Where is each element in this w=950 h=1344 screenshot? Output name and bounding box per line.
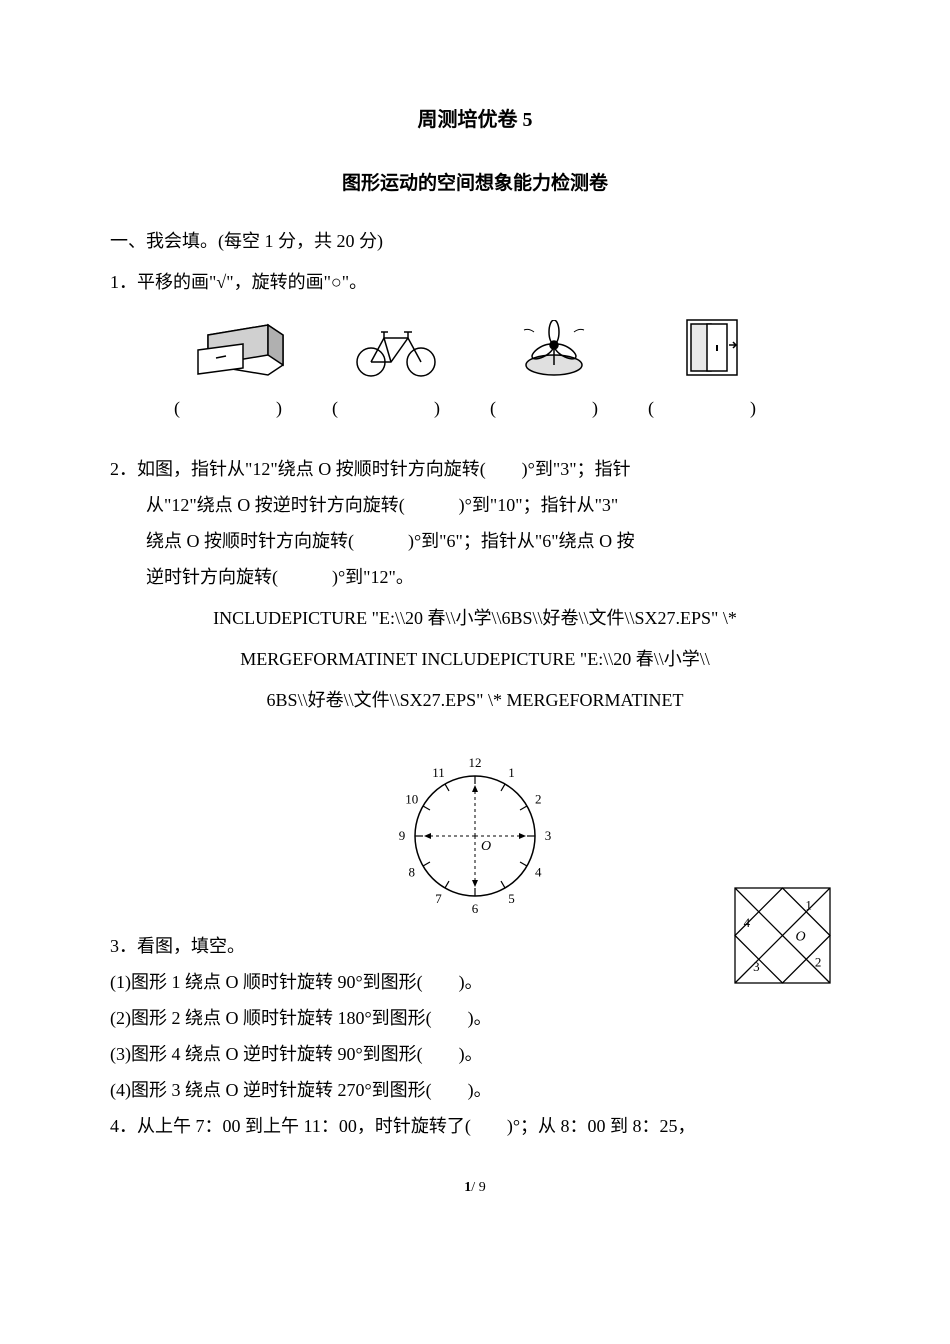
svg-text:3: 3 bbox=[545, 828, 552, 843]
page-number: 1/ 9 bbox=[110, 1174, 840, 1202]
q3-item-2: (2)图形 2 绕点 O 顺时针旋转 180°到图形( )。 bbox=[110, 1000, 840, 1036]
page-total: 9 bbox=[479, 1180, 486, 1195]
image-item-drawer: ( ) bbox=[174, 315, 302, 426]
bicycle-icon bbox=[346, 315, 446, 385]
svg-text:1: 1 bbox=[805, 897, 812, 912]
svg-text:2: 2 bbox=[535, 792, 542, 807]
question-2: 2．如图，指针从"12"绕点 O 按顺时针方向旋转( )°到"3"；指针 从"1… bbox=[110, 451, 840, 595]
paren-4: ( ) bbox=[648, 390, 776, 426]
paren-3: ( ) bbox=[490, 390, 618, 426]
include-text-3: 6BS\\好卷\\文件\\SX27.EPS" \* MERGEFORMATINE… bbox=[110, 682, 840, 718]
page-current: 1 bbox=[464, 1180, 471, 1195]
window-icon bbox=[662, 315, 762, 385]
include-text-1: INCLUDEPICTURE "E:\\20 春\\小学\\6BS\\好卷\\文… bbox=[110, 600, 840, 636]
svg-text:5: 5 bbox=[508, 891, 515, 906]
svg-text:10: 10 bbox=[405, 792, 418, 807]
paren-1: ( ) bbox=[174, 390, 302, 426]
image-item-fan: ( ) bbox=[490, 315, 618, 426]
svg-text:O: O bbox=[796, 930, 806, 945]
svg-text:12: 12 bbox=[469, 755, 482, 770]
paren-2: ( ) bbox=[332, 390, 460, 426]
svg-text:2: 2 bbox=[815, 954, 822, 969]
q2-line2: 从"12"绕点 O 按逆时针方向旋转( )°到"10"；指针从"3" bbox=[110, 487, 840, 523]
svg-text:4: 4 bbox=[535, 865, 542, 880]
image-item-bicycle: ( ) bbox=[332, 315, 460, 426]
image-item-window: ( ) bbox=[648, 315, 776, 426]
question-1-text: 1．平移的画"√"，旋转的画"○"。 bbox=[110, 264, 840, 300]
title-sub: 图形运动的空间想象能力检测卷 bbox=[110, 165, 840, 203]
drawer-icon bbox=[188, 315, 288, 385]
square-diagram: 1 2 3 4 O bbox=[725, 878, 840, 1005]
svg-text:8: 8 bbox=[409, 865, 416, 880]
fan-icon bbox=[504, 315, 604, 385]
svg-text:4: 4 bbox=[744, 915, 751, 930]
svg-text:11: 11 bbox=[432, 765, 445, 780]
include-text-2: MERGEFORMATINET INCLUDEPICTURE "E:\\20 春… bbox=[110, 641, 840, 677]
q2-line4: 逆时针方向旋转( )°到"12"。 bbox=[110, 559, 840, 595]
title-main: 周测培优卷 5 bbox=[110, 100, 840, 140]
svg-text:7: 7 bbox=[435, 891, 442, 906]
section-one-header: 一、我会填。(每空 1 分，共 20 分) bbox=[110, 223, 840, 259]
svg-text:1: 1 bbox=[508, 765, 515, 780]
q3-item-3: (3)图形 4 绕点 O 逆时针旋转 90°到图形( )。 bbox=[110, 1036, 840, 1072]
q2-line1: 2．如图，指针从"12"绕点 O 按顺时针方向旋转( )°到"3"；指针 bbox=[110, 451, 840, 487]
question-4: 4．从上午 7：00 到上午 11：00，时针旋转了( )°；从 8：00 到 … bbox=[110, 1108, 840, 1144]
svg-text:3: 3 bbox=[753, 959, 760, 974]
q3-item-4: (4)图形 3 绕点 O 逆时针旋转 270°到图形( )。 bbox=[110, 1072, 840, 1108]
svg-text:O: O bbox=[481, 839, 491, 854]
svg-text:9: 9 bbox=[399, 828, 406, 843]
q2-line3: 绕点 O 按顺时针方向旋转( )°到"6"；指针从"6"绕点 O 按 bbox=[110, 523, 840, 559]
svg-text:6: 6 bbox=[472, 901, 479, 916]
question-1-images-row: ( ) ( ) bbox=[110, 315, 840, 426]
